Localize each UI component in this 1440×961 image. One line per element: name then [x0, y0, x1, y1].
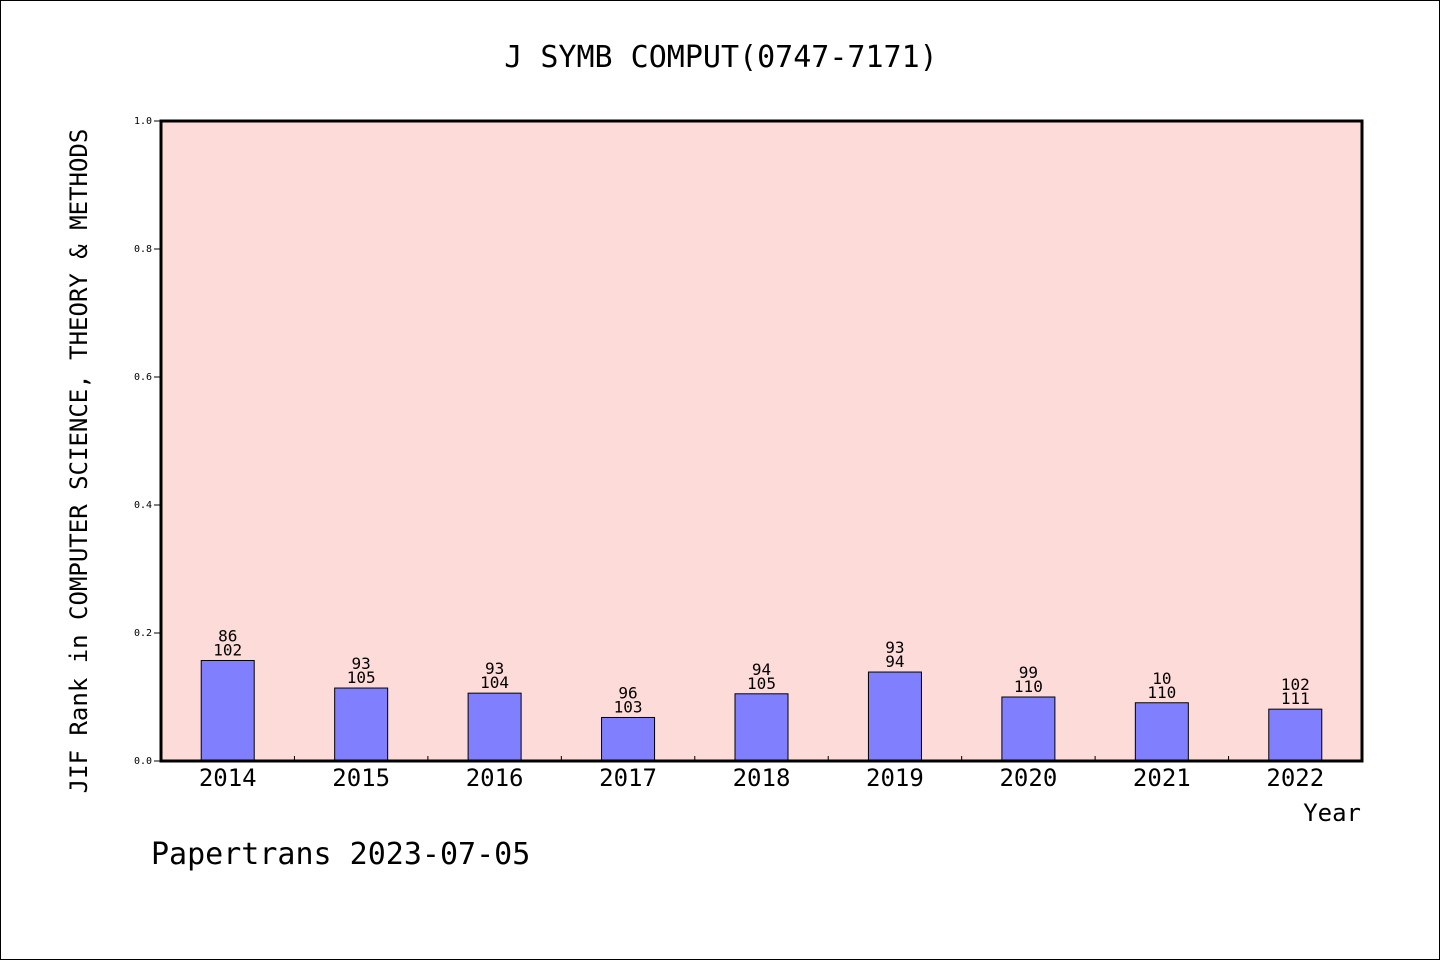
- bar-rank-label: 96: [618, 683, 637, 702]
- x-axis: 2014 2015 2016 2017 2018 2019 2020 2021 2022: [199, 756, 1324, 792]
- x-tick-label: 2015: [332, 764, 390, 792]
- bar-total-label: 102: [213, 641, 242, 660]
- x-tick-label: 2022: [1266, 764, 1324, 792]
- y-tick-label: 0.8: [134, 244, 152, 255]
- x-tick-label: 2016: [466, 764, 524, 792]
- bar-rank-label: 94: [752, 660, 771, 679]
- chart-title: J SYMB COMPUT(0747-7171): [504, 40, 937, 75]
- bars-group: [200, 660, 1323, 762]
- x-tick-label: 2017: [599, 764, 657, 792]
- bar-rank-label: 10: [1152, 669, 1171, 688]
- y-axis: 0.0 0.2 0.4 0.6 0.8 1.0: [134, 116, 161, 767]
- bar-total-label: 105: [747, 674, 776, 693]
- bar-2017: [601, 716, 656, 762]
- bar-rank-label: 93: [352, 654, 371, 673]
- bar-rank-label: 93: [485, 659, 504, 678]
- y-tick-label: 0.4: [134, 500, 152, 511]
- x-tick-label: 2020: [999, 764, 1057, 792]
- bar-total-label: 111: [1281, 689, 1310, 708]
- plot-border: [159, 119, 1364, 763]
- bar-total-label: 110: [1147, 683, 1176, 702]
- plot-area: [161, 121, 1362, 761]
- bar-2015: [334, 687, 389, 762]
- bar-2016: [467, 692, 522, 762]
- bar-2014: [200, 660, 255, 762]
- bar-total-label: 110: [1014, 677, 1043, 696]
- y-tick-label: 1.0: [134, 116, 152, 127]
- bar-2022: [1268, 708, 1323, 762]
- x-tick-label: 2019: [866, 764, 924, 792]
- y-tick-label: 0.2: [134, 628, 152, 639]
- bar-2021: [1134, 702, 1189, 762]
- bar-rank-label: 93: [885, 638, 904, 657]
- bar-rank-label: 86: [218, 627, 237, 646]
- x-tick-label: 2014: [199, 764, 257, 792]
- bar-total-label: 104: [480, 673, 509, 692]
- x-tick-label: 2021: [1133, 764, 1191, 792]
- bar-rank-label: 99: [1019, 663, 1038, 682]
- bar-2018: [734, 693, 789, 762]
- bar-total-label: 94: [885, 652, 904, 671]
- bar-total-label: 103: [614, 697, 643, 716]
- bar-total-label: 105: [347, 668, 376, 687]
- y-tick-label: 0.6: [134, 372, 152, 383]
- bar-2019: [867, 671, 922, 762]
- bar-rank-label: 102: [1281, 675, 1310, 694]
- bar-2020: [1001, 696, 1056, 762]
- y-tick-label: 0.0: [134, 756, 152, 767]
- x-tick-label: 2018: [733, 764, 791, 792]
- y-axis-label: JIF Rank in COMPUTER SCIENCE, THEORY & M…: [65, 129, 93, 794]
- x-axis-label: Year: [1303, 799, 1361, 827]
- watermark: Papertrans 2023-07-05: [151, 837, 530, 872]
